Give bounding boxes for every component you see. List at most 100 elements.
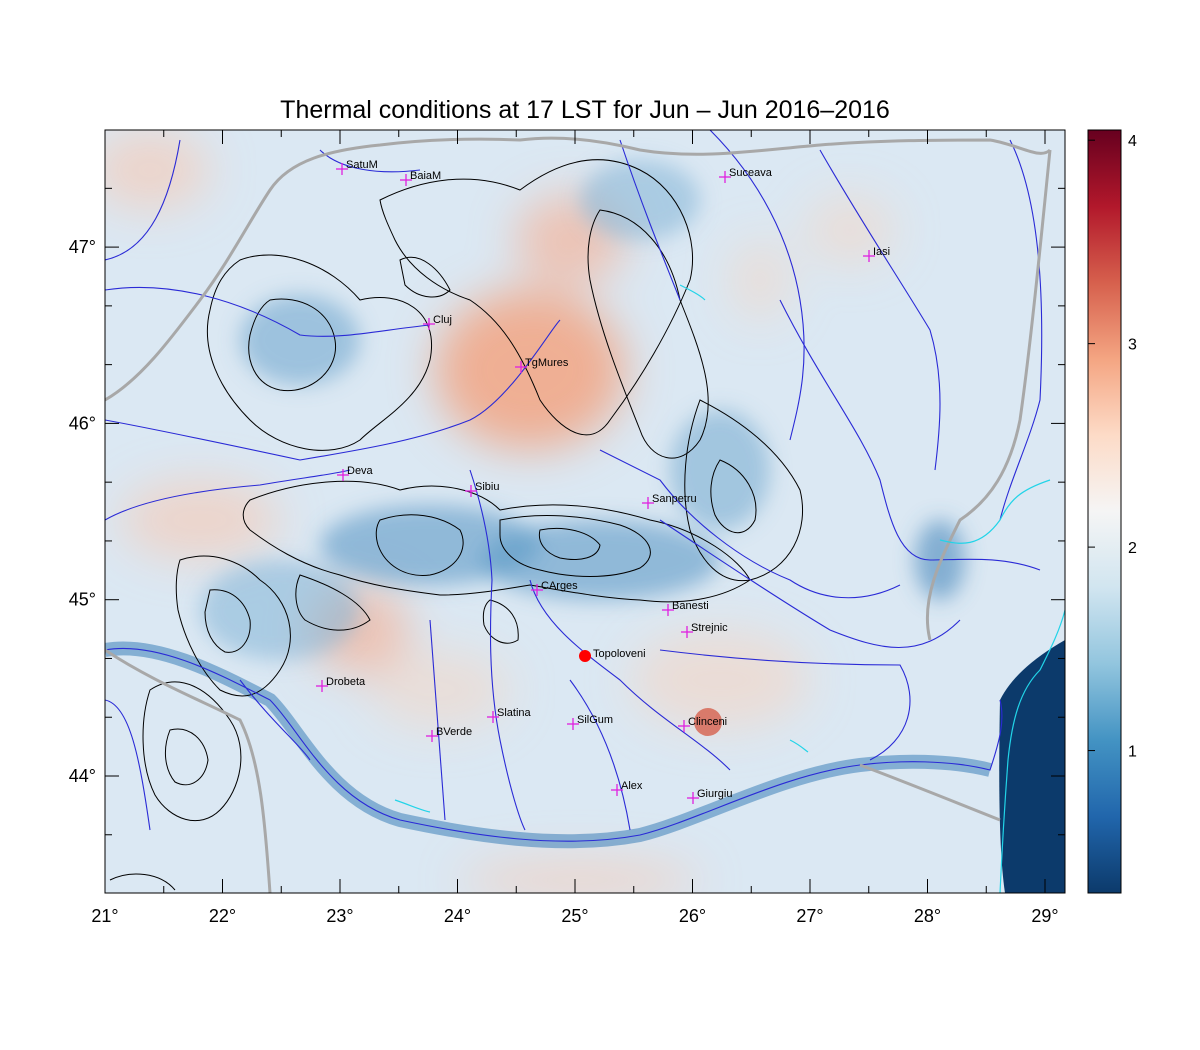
station-label: Iasi [873,246,890,258]
river-line [469,469,526,831]
station-marker: Suceava [719,167,773,183]
lat-tick-label: 47° [69,237,96,257]
contour-line [375,514,464,576]
coastline [394,284,1065,893]
rivers [105,130,1043,842]
river-line [105,319,561,461]
station-marker: Banesti [662,600,709,616]
map-title: Thermal conditions at 17 LST for Jun – J… [280,96,890,124]
station-marker: Iasi [863,246,890,262]
map-field: SatuM BaiaM Suceava Iasi Cluj TgMures Deva Sibi… [105,130,1065,893]
lon-tick-label: 29° [1031,906,1058,926]
station-label: BVerde [436,726,472,738]
black-sea [999,640,1065,893]
lat-tick-label: 45° [69,590,96,610]
contour-line [248,298,336,392]
lat-tick-label: 46° [69,413,96,433]
station-label: Cluj [433,314,452,326]
colorbar-tick-label: 1 [1128,744,1137,761]
river-line [999,139,1043,521]
frame-ticks [104,130,1065,893]
topoloveni-marker: Topoloveni [579,648,646,662]
colorbar [1087,129,1122,894]
contour-line [482,599,519,644]
contour-line [710,459,757,534]
station-label: Sanpetru [652,493,697,505]
station-marker: CArges [531,580,578,596]
coast-line [679,284,706,301]
station-marker: Deva [337,465,374,481]
station-marker: Sanpetru [642,493,697,509]
map-frame [104,129,1066,894]
river-line [105,139,181,261]
station-label: SatuM [346,159,378,171]
colorbar-tick-label: 2 [1128,540,1137,557]
hotspot [694,708,722,736]
river-line [239,679,311,761]
lon-tick-label: 22° [209,906,236,926]
station-marker: Slatina [487,707,532,723]
station-marker: Alex [611,780,643,796]
station-label: Suceava [729,167,773,179]
contour-line [399,256,451,298]
river-line [105,469,351,521]
lon-tick-label: 27° [796,906,823,926]
lat-tick-labels: 44° 45° 46° 47° [69,237,96,786]
contour-line [379,159,694,436]
coast-line [789,739,809,753]
river-line [819,149,941,471]
station-label: Giurgiu [697,788,732,800]
contour-line [499,514,651,577]
river-line [105,699,151,831]
lon-tick-label: 24° [444,906,471,926]
river-line [659,519,961,648]
colorbar-labels: 1 2 3 4 [1088,133,1137,761]
station-label: Clinceni [688,716,727,728]
river-line [779,299,1041,571]
warm-anomaly-areas [105,130,895,893]
station-marker: Strejnic [681,622,728,638]
station-label: Sibiu [475,481,499,493]
station-label: Slatina [497,707,532,719]
river-line [619,139,681,301]
station-marker: Giurgiu [687,788,732,804]
river-line [529,579,731,771]
station-label: TgMures [525,357,569,369]
contour-line [295,574,371,631]
colorbar-tick-label: 4 [1128,133,1137,150]
station-marker: Cluj [423,314,452,330]
contour-line [204,589,251,653]
station-marker: Drobeta [316,676,366,692]
station-label: CArges [541,580,578,592]
station-layer: SatuM BaiaM Suceava Iasi Cluj TgMures Deva Sibi… [316,159,890,804]
station-label: Banesti [672,600,709,612]
river-line [105,648,1003,842]
lon-tick-labels: 21° 22° 23° 24° 25° 26° 27° 28° 29° [91,906,1058,926]
contour-line [587,209,709,459]
station-marker: BVerde [426,726,472,742]
river-line [319,149,421,173]
colorbar-tick-label: 3 [1128,337,1137,354]
station-marker: Clinceni [678,716,727,732]
station-label: Alex [621,780,643,792]
contour-line [538,527,601,560]
station-marker: SilGum [567,714,613,730]
cool-anomaly-areas [200,160,965,660]
river-line [709,130,805,441]
country-border [105,136,1052,893]
station-label: SilGum [577,714,613,726]
contour-line [242,480,751,603]
lat-tick-label: 44° [69,766,96,786]
river-line [569,679,631,831]
topoloveni-label: Topoloveni [593,648,646,660]
contour-line [175,555,291,697]
contour-line [142,681,242,822]
coast-line [999,609,1065,893]
river-line [599,449,901,599]
contour-line [109,873,176,891]
lon-tick-label: 21° [91,906,118,926]
station-marker: SatuM [336,159,378,175]
station-marker: TgMures [515,357,569,373]
station-marker: BaiaM [400,170,441,186]
